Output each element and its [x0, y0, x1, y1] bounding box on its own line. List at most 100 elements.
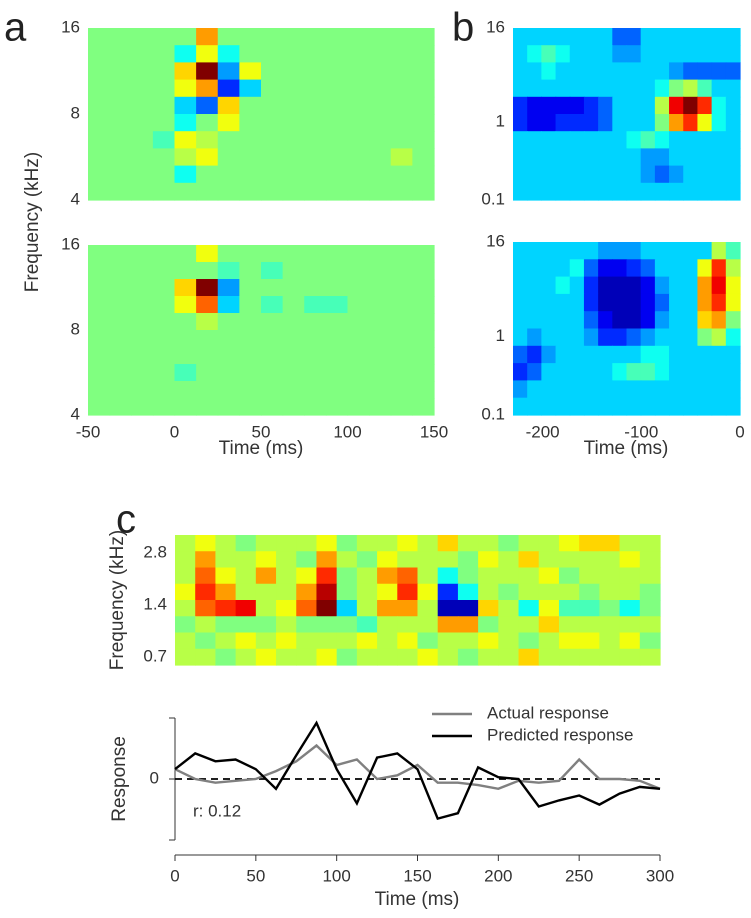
- heatmap-cell: [152, 28, 176, 46]
- heatmap-cell: [336, 632, 358, 650]
- heatmap-cell: [109, 79, 132, 98]
- heatmap-cell: [304, 45, 327, 63]
- heatmap-cell: [282, 330, 305, 348]
- heatmap-cell: [669, 345, 684, 364]
- heatmap-cell: [527, 259, 542, 278]
- heatmap-cell: [725, 182, 741, 201]
- heatmap-cell: [583, 114, 599, 132]
- heatmap-cell: [196, 296, 219, 314]
- heatmap-cell: [555, 45, 571, 63]
- heatmap-cell: [174, 347, 197, 365]
- heatmap-cell: [239, 313, 262, 331]
- x-tick-label: 150: [420, 422, 448, 441]
- heatmap-cell: [239, 62, 262, 81]
- heatmap-cell: [174, 313, 197, 331]
- heatmap-cell: [711, 311, 727, 330]
- heatmap-cell: [583, 397, 599, 416]
- heatmap-cell: [239, 28, 262, 46]
- heatmap-cell: [612, 165, 628, 184]
- heatmap-cell: [697, 96, 713, 115]
- heatmap-cell: [417, 583, 439, 601]
- heatmap-cell: [325, 398, 349, 416]
- heatmap-cell: [697, 28, 713, 46]
- heatmap-cell: [397, 600, 419, 617]
- heatmap-cell: [304, 62, 327, 81]
- heatmap-cell: [217, 131, 240, 149]
- heatmap-cell: [390, 114, 413, 132]
- y-axis-label: Response: [109, 736, 130, 822]
- y-axis-label: Frequency (kHz): [107, 530, 128, 670]
- heatmap-cell: [640, 79, 656, 98]
- heatmap-cell: [598, 293, 613, 312]
- heatmap-cell: [412, 296, 435, 314]
- heatmap-cell: [711, 148, 727, 167]
- heatmap-cell: [304, 347, 327, 365]
- heatmap-cell: [513, 45, 528, 63]
- heatmap-cell: [397, 567, 419, 585]
- heatmap-cell: [152, 381, 176, 399]
- heatmap-cell: [558, 600, 580, 617]
- heatmap-cell: [196, 62, 219, 81]
- x-tick-label: 0: [170, 866, 179, 885]
- heatmap-cell: [109, 347, 132, 365]
- heatmap-cell: [296, 600, 318, 617]
- heatmap-cell: [697, 114, 713, 132]
- heatmap-cell: [390, 131, 413, 149]
- heatmap-cell: [711, 114, 727, 132]
- heatmap-cell: [583, 293, 599, 312]
- heatmap-cell: [215, 551, 237, 569]
- heatmap-cell: [527, 182, 542, 201]
- heatmap-cell: [325, 381, 349, 399]
- heatmap-cell: [88, 330, 111, 348]
- heatmap-cell: [304, 364, 327, 382]
- y-tick-label: 1: [496, 111, 505, 130]
- heatmap-cell: [276, 583, 297, 601]
- heatmap-cell: [619, 567, 641, 585]
- heatmap-cell: [88, 381, 111, 399]
- heatmap-cell: [527, 165, 542, 184]
- heatmap-cell: [347, 296, 370, 314]
- heatmap-cell: [513, 79, 528, 98]
- heatmap-cell: [555, 131, 571, 149]
- heatmap-cell: [88, 45, 111, 63]
- heatmap-cell: [541, 62, 557, 81]
- heatmap-cell: [683, 328, 699, 347]
- heatmap-cell: [255, 632, 277, 650]
- heatmap-cell: [88, 364, 111, 382]
- heatmap-cell: [88, 79, 111, 98]
- heatmap-cell: [527, 345, 542, 364]
- heatmap-cell: [569, 62, 585, 81]
- heatmap-cell: [131, 96, 154, 115]
- heatmap-cell: [261, 296, 284, 314]
- heatmap-cell: [347, 114, 370, 132]
- heatmap-cell: [239, 96, 262, 115]
- heatmap-cell: [261, 96, 284, 115]
- heatmap-cell: [541, 259, 557, 278]
- heatmap-cell: [654, 79, 670, 98]
- heatmap-cell: [304, 313, 327, 331]
- heatmap-cell: [612, 276, 628, 295]
- y-tick-label: 0.1: [481, 404, 505, 423]
- heatmap-cell: [217, 398, 240, 416]
- heatmap-cell: [131, 45, 154, 63]
- heatmap-cell: [569, 380, 585, 399]
- heatmap-cell: [683, 276, 699, 295]
- heatmap-cell: [527, 397, 542, 416]
- heatmap-cell: [255, 583, 277, 601]
- heatmap-cell: [109, 296, 132, 314]
- heatmap-cell: [235, 648, 257, 666]
- heatmap-cell: [711, 45, 727, 63]
- heatmap-cell: [196, 262, 219, 280]
- heatmap-cell: [626, 148, 642, 167]
- heatmap-cell: [619, 551, 641, 569]
- heatmap-cell: [478, 600, 499, 617]
- heatmap-cell: [325, 313, 349, 331]
- heatmap-cell: [276, 600, 297, 617]
- heatmap-cell: [711, 345, 727, 364]
- heatmap-cell: [639, 600, 661, 617]
- heatmap-cell: [457, 535, 479, 552]
- heatmap-cell: [196, 114, 219, 132]
- heatmap-cell: [390, 279, 413, 297]
- heatmap-cell: [316, 600, 338, 617]
- heatmap-cell: [282, 114, 305, 132]
